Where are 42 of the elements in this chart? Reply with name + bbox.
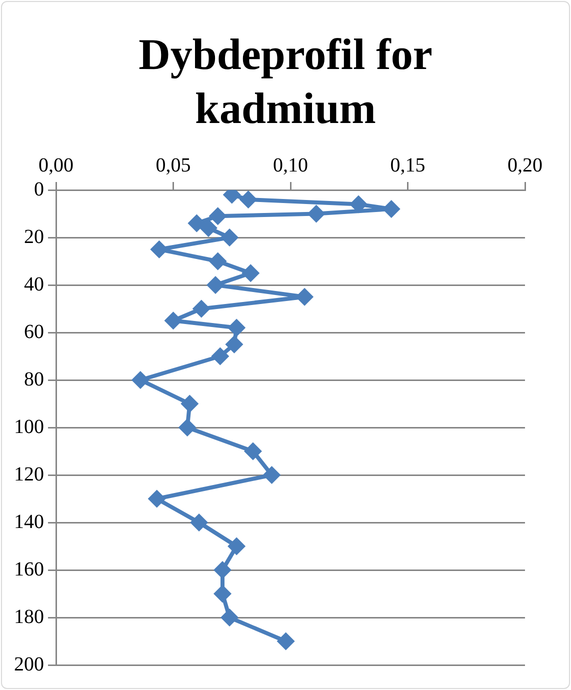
point <box>213 561 232 579</box>
point <box>220 608 239 626</box>
point <box>220 228 239 246</box>
point <box>208 207 227 226</box>
y-tick-label: 160 <box>14 558 44 580</box>
point <box>131 371 150 389</box>
point <box>190 514 208 532</box>
chart-title: Dybdeprofil for kadmium <box>138 29 434 135</box>
x-tick-label: 0,20 <box>508 154 542 176</box>
point <box>208 252 227 270</box>
point <box>228 318 246 337</box>
y-tick-label: 180 <box>14 606 44 628</box>
x-tick-label: 0,15 <box>390 154 426 176</box>
point <box>199 219 218 237</box>
y-tick-label: 60 <box>24 320 44 343</box>
point <box>276 632 295 650</box>
y-tick-label: 100 <box>14 416 44 438</box>
y-tick-label: 40 <box>24 273 44 296</box>
point <box>239 190 258 208</box>
point <box>225 335 244 354</box>
y-tick-label: 140 <box>14 510 44 533</box>
point <box>307 204 326 223</box>
point <box>192 300 210 318</box>
y-tick-label: 0 <box>34 178 44 200</box>
point <box>188 214 206 232</box>
y-tick-label: 200 <box>14 653 44 676</box>
y-tick-label: 80 <box>24 368 44 390</box>
point <box>148 490 166 508</box>
point <box>228 537 246 556</box>
x-tick-label: 0,00 <box>38 154 74 176</box>
y-tick-label: 20 <box>24 226 44 248</box>
point <box>180 394 199 413</box>
point <box>178 418 196 436</box>
point <box>350 195 368 214</box>
x-tick-label: 0,10 <box>273 154 308 176</box>
x-tick-label: 0,05 <box>156 154 191 176</box>
y-tick-label: 120 <box>14 463 44 486</box>
point <box>262 466 281 484</box>
point <box>242 264 260 282</box>
point <box>211 347 230 366</box>
point <box>244 442 262 460</box>
point <box>213 584 232 603</box>
